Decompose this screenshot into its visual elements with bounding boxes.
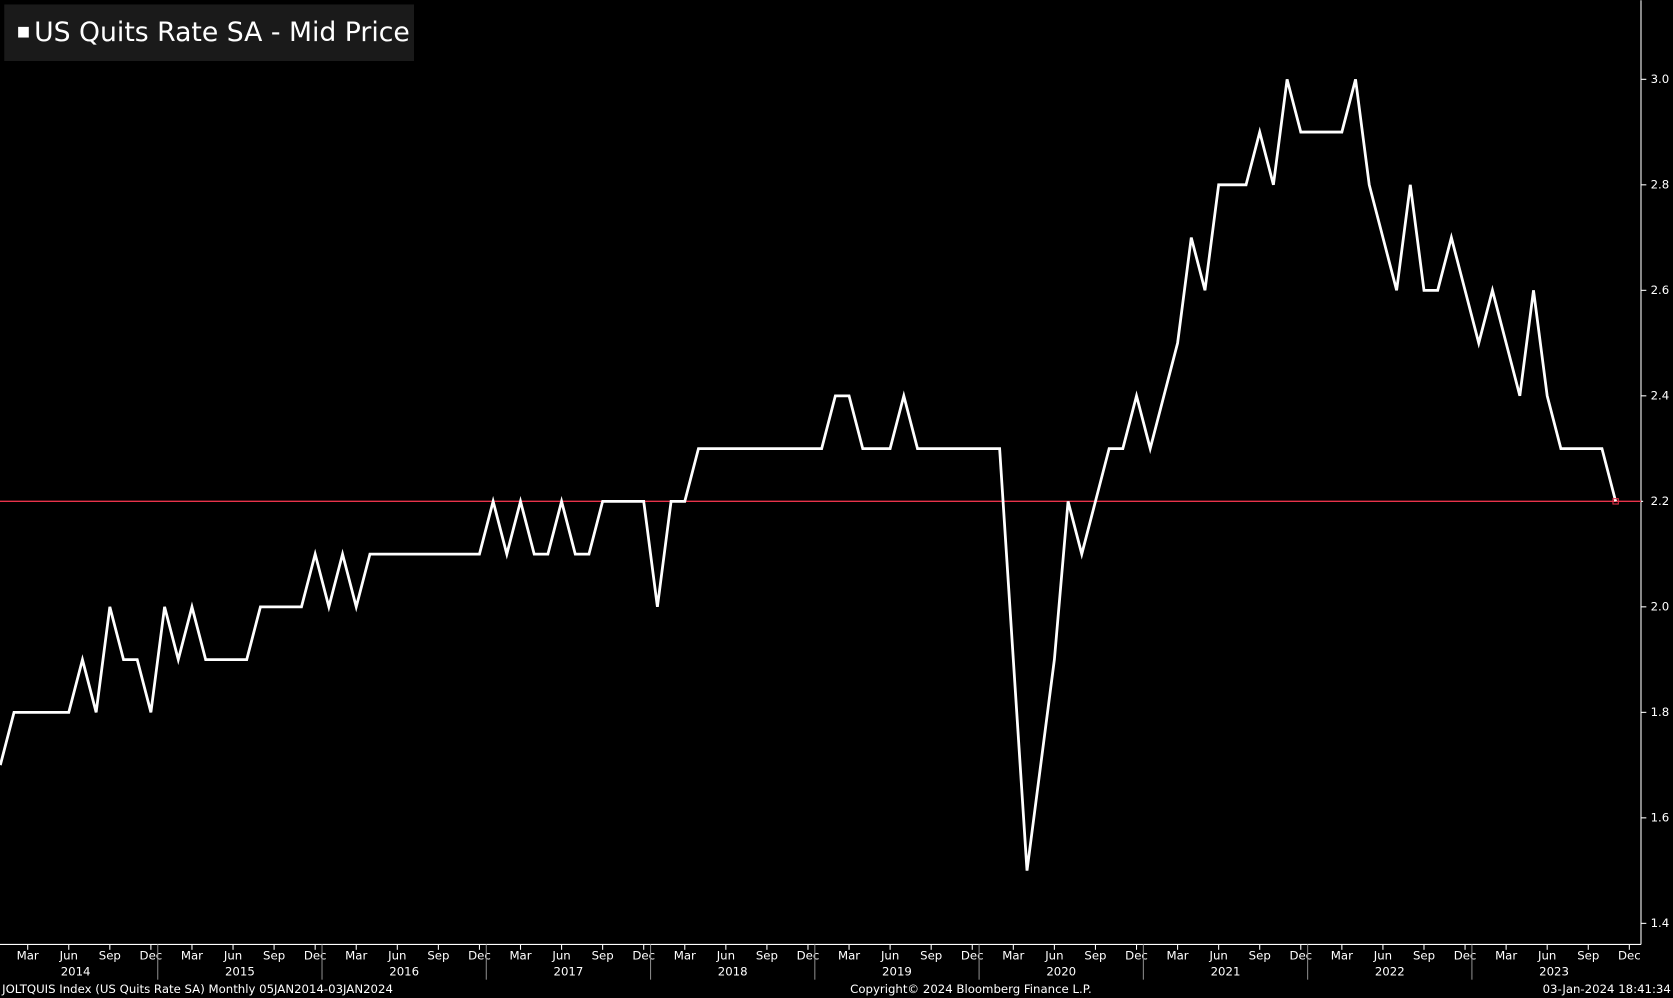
year-label: 2017 (554, 965, 584, 979)
y-tick-label: 2.4 (1651, 388, 1670, 402)
x-tick-label: Sep (1249, 949, 1271, 963)
legend-swatch (18, 26, 29, 38)
x-tick-label: Mar (345, 949, 367, 963)
year-label: 2014 (61, 965, 91, 979)
year-label: 2015 (225, 965, 255, 979)
x-tick-label: Dec (1454, 949, 1477, 963)
x-tick-label: Sep (1577, 949, 1599, 963)
y-tick-label: 2.0 (1651, 599, 1670, 613)
x-tick-label: Jun (59, 949, 78, 963)
x-tick-label: Mar (1167, 949, 1189, 963)
x-tick-label: Sep (920, 949, 942, 963)
x-tick-label: Mar (1495, 949, 1517, 963)
x-tick-label: Sep (263, 949, 285, 963)
last-value-label: 2.2 (1651, 494, 1670, 508)
footer-right: 03-Jan-2024 18:41:34 (1543, 982, 1671, 996)
x-tick-label: Mar (1002, 949, 1024, 963)
legend-label: US Quits Rate SA - Mid Price (34, 17, 410, 48)
y-tick-label: 1.4 (1651, 916, 1670, 930)
x-tick-label: Jun (387, 949, 406, 963)
legend-box (4, 4, 414, 62)
x-tick-label: Dec (304, 949, 327, 963)
x-tick-label: Jun (1044, 949, 1063, 963)
y-tick-label: 3.0 (1651, 72, 1670, 86)
year-label: 2016 (389, 965, 419, 979)
x-tick-label: Jun (551, 949, 570, 963)
y-tick-label: 1.6 (1651, 810, 1670, 824)
x-tick-label: Mar (1331, 949, 1353, 963)
x-tick-label: Sep (1413, 949, 1435, 963)
year-label: 2023 (1539, 965, 1569, 979)
x-tick-label: Dec (140, 949, 163, 963)
x-tick-label: Sep (756, 949, 778, 963)
x-tick-label: Mar (181, 949, 203, 963)
footer-left: JOLTQUIS Index (US Quits Rate SA) Monthl… (1, 982, 393, 996)
x-tick-label: Sep (592, 949, 614, 963)
y-tick-label: 1.8 (1651, 705, 1670, 719)
year-label: 2018 (718, 965, 748, 979)
x-tick-label: Dec (961, 949, 984, 963)
x-tick-label: Dec (1618, 949, 1641, 963)
x-tick-label: Jun (880, 949, 899, 963)
x-tick-label: Mar (674, 949, 696, 963)
y-tick-label: 2.6 (1651, 283, 1670, 297)
last-value-marker (1612, 498, 1619, 505)
x-tick-label: Dec (1125, 949, 1148, 963)
year-label: 2019 (882, 965, 912, 979)
x-tick-label: Mar (17, 949, 39, 963)
x-tick-label: Jun (716, 949, 735, 963)
x-tick-label: Jun (1208, 949, 1227, 963)
year-label: 2022 (1375, 965, 1405, 979)
x-tick-label: Jun (223, 949, 242, 963)
x-tick-label: Dec (632, 949, 655, 963)
last-value-box (1643, 492, 1673, 510)
line-series (0, 78, 1617, 871)
x-tick-label: Sep (427, 949, 449, 963)
x-tick-label: Dec (1289, 949, 1312, 963)
year-label: 2020 (1046, 965, 1076, 979)
year-label: 2021 (1211, 965, 1241, 979)
x-tick-label: Dec (468, 949, 491, 963)
footer-center: Copyright© 2024 Bloomberg Finance L.P. (850, 982, 1092, 996)
y-tick-label: 2.8 (1651, 177, 1670, 191)
x-tick-label: Sep (1084, 949, 1106, 963)
x-tick-label: Jun (1373, 949, 1392, 963)
x-tick-label: Sep (99, 949, 121, 963)
x-tick-label: Jun (1537, 949, 1556, 963)
x-tick-label: Mar (838, 949, 860, 963)
x-tick-label: Mar (509, 949, 531, 963)
x-tick-label: Dec (797, 949, 820, 963)
